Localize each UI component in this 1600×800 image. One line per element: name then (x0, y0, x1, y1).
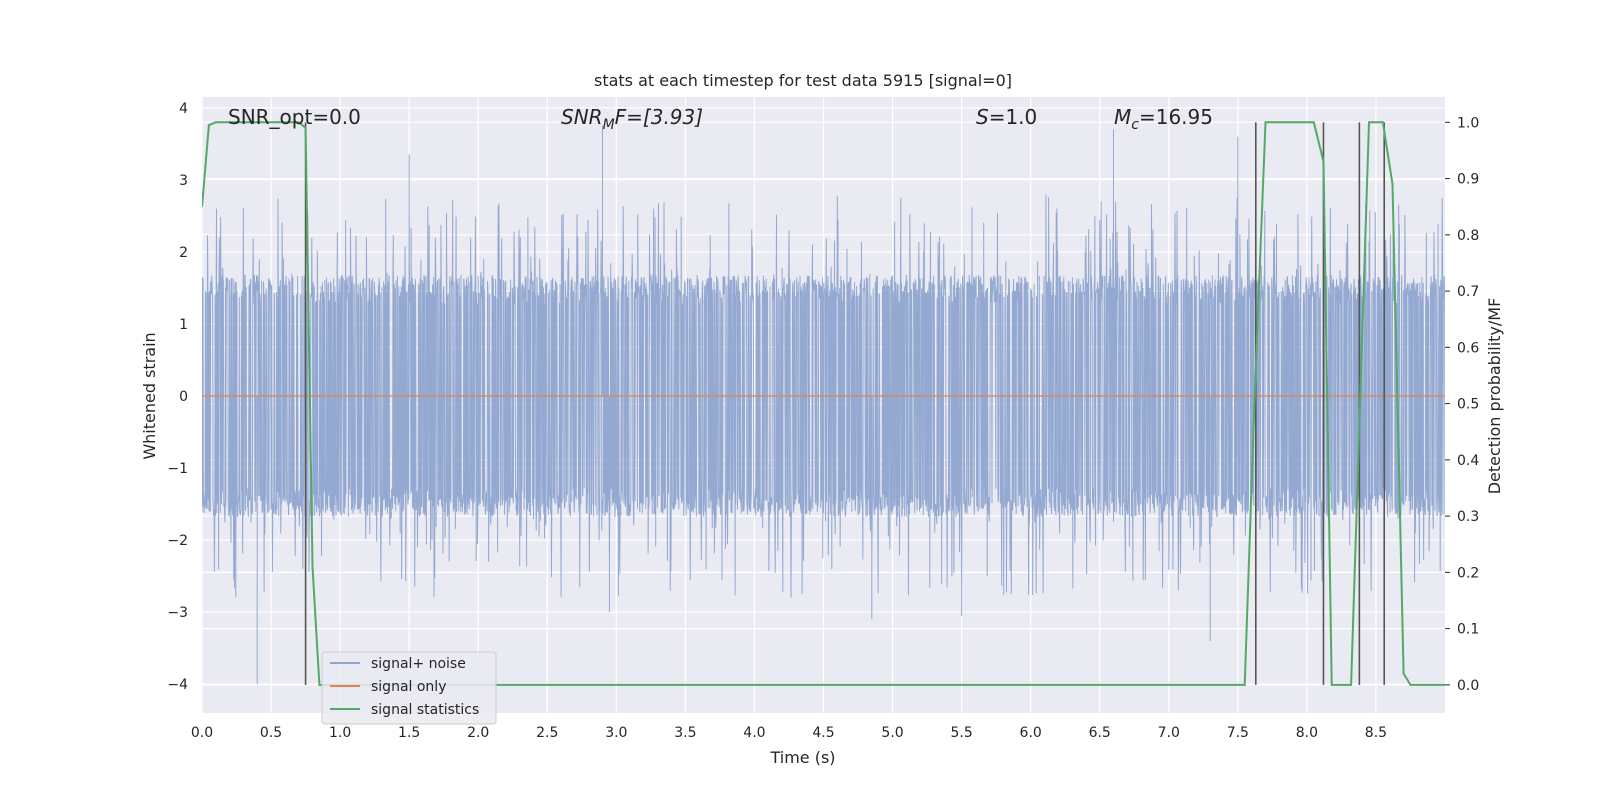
y-tick-label: 0 (179, 389, 188, 405)
x-tick-label: 0.0 (191, 725, 213, 741)
s-name: S (976, 105, 989, 129)
x-tick-label: 2.0 (467, 725, 489, 741)
x-tick-label: 1.5 (398, 725, 420, 741)
y2-tick-label: 0.8 (1457, 228, 1479, 244)
x-tick-label: 2.5 (536, 725, 558, 741)
x-axis-label: Time (s) (769, 748, 835, 767)
x-tick-label: 0.5 (260, 725, 282, 741)
x-tick-label: 4.0 (743, 725, 765, 741)
legend: signal+ noise signal only signal statist… (321, 651, 497, 725)
x-axis-ticks: 0.0 0.5 1.0 1.5 2.0 2.5 3.0 3.5 4.0 4.5 5.0 5.5 6.0 6… (191, 725, 1387, 741)
y2-tick-label: 0.4 (1457, 453, 1479, 469)
x-tick-label: 7.5 (1227, 725, 1249, 741)
mc-name: M (1114, 105, 1131, 129)
series-signal-noise (202, 125, 1445, 685)
y-tick-label: −4 (167, 677, 188, 693)
legend-label-signal-noise: signal+ noise (371, 656, 466, 672)
snr-mf-sub: M (603, 117, 615, 133)
y2-tick-label: 0.2 (1457, 565, 1479, 581)
annotation-snr-opt: SNR_opt=0.0 (228, 105, 361, 129)
y2-tick-label: 0.9 (1457, 172, 1479, 188)
mc-value: =16.95 (1139, 105, 1213, 129)
y-tick-label: −2 (167, 533, 188, 549)
x-tick-label: 8.5 (1365, 725, 1387, 741)
x-tick-label: 6.5 (1089, 725, 1111, 741)
y2-tick-label: 0.7 (1457, 284, 1479, 300)
y-tick-label: 1 (179, 317, 188, 333)
y-tick-label: 4 (179, 101, 188, 117)
annotation-s: S=1.0 (976, 105, 1037, 129)
y2-tick-label: 0.3 (1457, 509, 1479, 525)
y-tick-label: −3 (167, 605, 188, 621)
y-axis-label: Whitened strain (140, 332, 159, 459)
plot-area (202, 121, 1445, 686)
mc-sub: c (1131, 117, 1139, 133)
y-tick-label: 3 (179, 173, 188, 189)
x-tick-label: 4.5 (812, 725, 834, 741)
x-tick-label: 3.0 (605, 725, 627, 741)
x-tick-label: 6.0 (1020, 725, 1042, 741)
y2-tick-label: 0.6 (1457, 340, 1479, 356)
x-tick-label: 3.5 (674, 725, 696, 741)
y2-tick-label: 0.0 (1457, 678, 1479, 694)
y2-tick-label: 0.1 (1457, 622, 1479, 638)
x-tick-label: 7.0 (1158, 725, 1180, 741)
x-tick-label: 8.0 (1296, 725, 1318, 741)
y-tick-label: −1 (167, 461, 188, 477)
legend-label-signal-only: signal only (371, 679, 446, 695)
x-tick-label: 1.0 (329, 725, 351, 741)
legend-box (321, 651, 497, 725)
x-tick-label: 5.5 (950, 725, 972, 741)
series-signal-statistics (202, 121, 1445, 686)
chart-title: stats at each timestep for test data 591… (594, 71, 1012, 90)
y2-tick-label: 0.5 (1457, 397, 1479, 413)
y2-axis-label: Detection probability/MF (1485, 298, 1504, 495)
y2-tick-label: 1.0 (1457, 115, 1479, 131)
x-tick-label: 5.0 (881, 725, 903, 741)
y-axis-ticks: −4 −3 −2 −1 0 1 2 3 4 (167, 101, 188, 693)
legend-label-signal-statistics: signal statistics (371, 702, 479, 718)
annotation-snr-mf: SNRMF=[3.93] (561, 105, 703, 133)
snr-mf-name: SNR (561, 105, 603, 129)
y2-axis-ticks: 0.0 0.1 0.2 0.3 0.4 0.5 0.6 0.7 0.8 0.9 1.0 (1445, 115, 1479, 694)
annotation-mc: Mc=16.95 (1114, 105, 1213, 133)
snr-mf-suffix: F=[3.93] (615, 105, 703, 129)
s-value: =1.0 (989, 105, 1038, 129)
y-tick-label: 2 (179, 245, 188, 261)
